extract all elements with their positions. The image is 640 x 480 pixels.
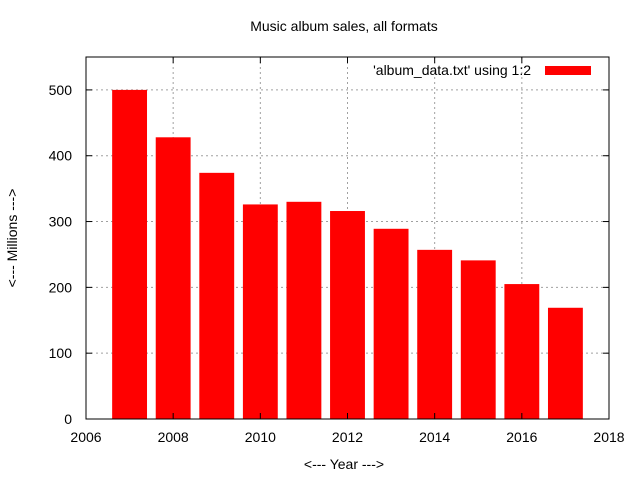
x-tick-label: 2016 bbox=[506, 429, 537, 445]
y-tick-label: 200 bbox=[49, 279, 73, 295]
bars bbox=[112, 89, 583, 419]
legend-swatch bbox=[545, 66, 591, 75]
x-tick-label: 2012 bbox=[332, 429, 363, 445]
bar-2011 bbox=[286, 201, 322, 419]
bar-2009 bbox=[199, 172, 235, 419]
x-tick-label: 2018 bbox=[593, 429, 624, 445]
x-axis-label: <--- Year ---> bbox=[304, 456, 384, 472]
bar-2015 bbox=[460, 260, 496, 419]
chart-title: Music album sales, all formats bbox=[250, 18, 438, 34]
legend-label: 'album_data.txt' using 1:2 bbox=[373, 62, 531, 78]
bar-2013 bbox=[373, 228, 409, 419]
bar-2012 bbox=[330, 211, 365, 419]
y-tick-label: 500 bbox=[49, 82, 73, 98]
axis-ticks bbox=[85, 57, 610, 420]
y-axis-tick-labels: 0 100 200 300 400 500 bbox=[49, 82, 73, 427]
y-axis-label: <--- Millions ---> bbox=[4, 189, 20, 288]
bar-2010 bbox=[242, 204, 278, 419]
bar-2007 bbox=[112, 89, 148, 419]
bar-2017 bbox=[547, 307, 583, 419]
bar-2014 bbox=[417, 249, 453, 419]
y-tick-label: 100 bbox=[49, 345, 73, 361]
y-tick-label: 0 bbox=[64, 411, 72, 427]
bar-2016 bbox=[504, 284, 540, 419]
x-axis-tick-labels: 2006 2008 2010 2012 2014 2016 2018 bbox=[70, 429, 624, 445]
legend: 'album_data.txt' using 1:2 bbox=[373, 62, 591, 78]
x-tick-label: 2014 bbox=[419, 429, 450, 445]
x-tick-label: 2008 bbox=[158, 429, 189, 445]
x-tick-label: 2006 bbox=[70, 429, 101, 445]
y-tick-label: 300 bbox=[49, 214, 73, 230]
bar-2008 bbox=[155, 137, 191, 419]
x-tick-label: 2010 bbox=[245, 429, 276, 445]
y-tick-label: 400 bbox=[49, 148, 73, 164]
